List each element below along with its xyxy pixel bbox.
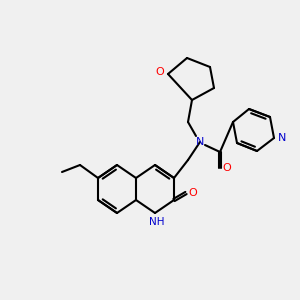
Text: O: O: [223, 163, 231, 173]
Text: NH: NH: [149, 217, 165, 227]
Text: N: N: [278, 133, 286, 143]
Text: N: N: [196, 137, 204, 147]
Text: O: O: [189, 188, 197, 198]
Text: O: O: [156, 67, 164, 77]
